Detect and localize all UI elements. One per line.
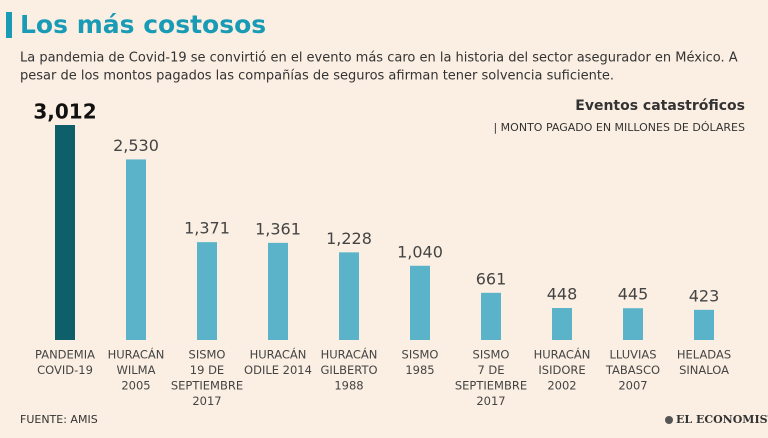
bar [481, 292, 501, 340]
brand: EL ECONOMISTA [676, 413, 768, 426]
value-label: 445 [618, 285, 649, 304]
x-tick-label: HURACÁN [321, 347, 378, 362]
subtitle: pesar de los montos pagados las compañía… [20, 69, 614, 84]
bar [268, 242, 288, 340]
x-tick-label: COVID-19 [37, 363, 93, 377]
bar [339, 252, 359, 340]
x-tick-label: HURACÁN [250, 347, 307, 362]
x-tick-label: 2017 [192, 394, 221, 408]
source: FUENTE: AMIS [20, 413, 98, 426]
title-marker [6, 12, 12, 38]
legend-title: Eventos catastróficos [575, 98, 745, 114]
bar [55, 125, 75, 340]
value-label: 2,530 [113, 136, 159, 155]
value-label: 3,012 [33, 100, 96, 124]
x-tick-label: SISMO [189, 348, 226, 362]
bar [126, 159, 146, 340]
value-label: 1,371 [184, 219, 230, 238]
x-tick-label: SINALOA [679, 363, 729, 377]
x-tick-label: LLUVIAS [609, 348, 656, 362]
x-tick-label: 2007 [618, 379, 647, 393]
value-label: 1,228 [326, 229, 372, 248]
value-label: 1,361 [255, 219, 301, 238]
subtitle: La pandemia de Covid-19 se convirtió en … [20, 51, 738, 66]
value-label: 1,040 [397, 242, 443, 261]
x-tick-label: HURACÁN [534, 347, 591, 362]
bar [694, 309, 714, 340]
value-label: 423 [689, 286, 720, 305]
x-tick-label: 2005 [121, 379, 150, 393]
x-tick-label: GILBERTO [320, 363, 377, 377]
chart-title: Los más costosos [20, 10, 266, 39]
x-tick-label: ODILE 2014 [244, 363, 312, 377]
bar [623, 308, 643, 340]
x-tick-label: 1985 [405, 363, 434, 377]
x-tick-label: PANDEMIA [35, 348, 95, 362]
x-tick-label: 2017 [476, 394, 505, 408]
x-tick-label: 1988 [334, 379, 363, 393]
x-tick-label: ISIDORE [538, 363, 585, 377]
unit-label: | MONTO PAGADO EN MILLONES DE DÓLARES [493, 121, 745, 134]
x-tick-label: 2002 [547, 379, 576, 393]
x-tick-label: 19 DE [190, 363, 224, 377]
x-tick-label: HURACÁN [108, 347, 165, 362]
value-label: 448 [547, 285, 578, 304]
x-tick-label: SEPTIEMBRE [171, 379, 243, 393]
x-tick-label: TABASCO [605, 363, 660, 377]
x-tick-label: HELADAS [677, 348, 731, 362]
x-tick-label: WILMA [117, 363, 156, 377]
bar [410, 265, 430, 340]
bar [197, 242, 217, 340]
x-tick-label: SISMO [473, 348, 510, 362]
brand-icon [665, 416, 673, 424]
x-tick-label: 7 DE [477, 363, 504, 377]
x-tick-label: SISMO [402, 348, 439, 362]
value-label: 661 [476, 269, 507, 288]
x-tick-label: SEPTIEMBRE [455, 379, 527, 393]
bar [552, 308, 572, 340]
